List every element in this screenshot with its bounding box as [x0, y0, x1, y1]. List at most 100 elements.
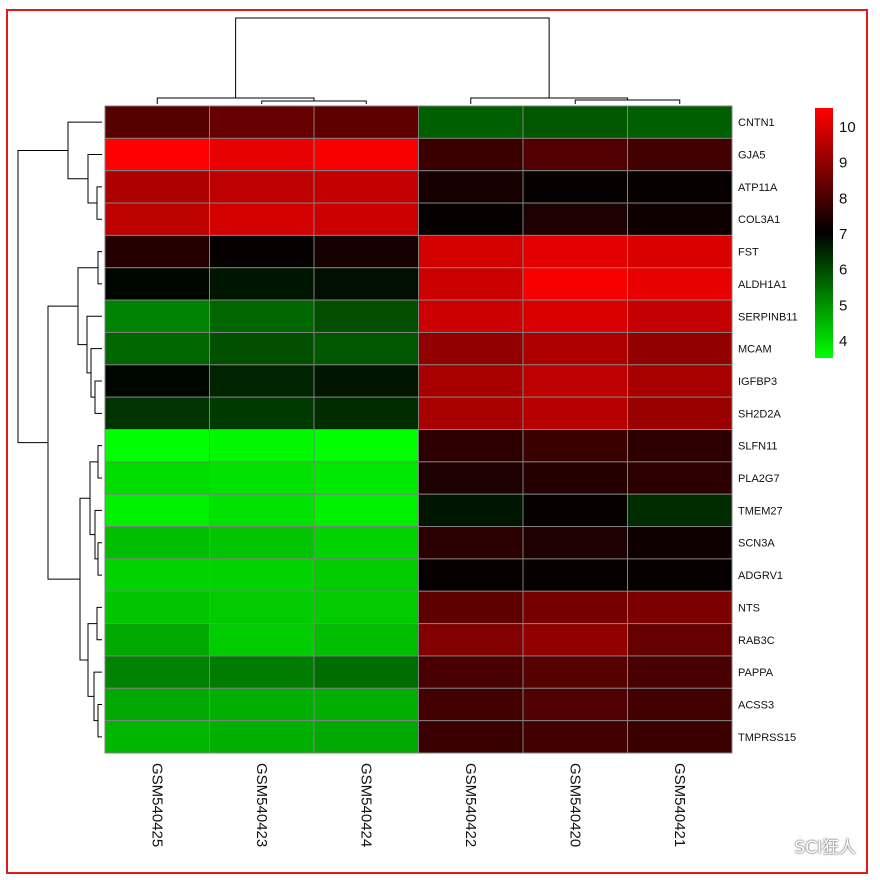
- heatmap-cell: [313, 105, 419, 139]
- heatmap-cell: [522, 720, 628, 754]
- legend-tick-label: 7: [839, 226, 847, 243]
- heatmap-cell: [313, 461, 419, 495]
- heatmap-cell: [418, 655, 524, 689]
- heatmap-cell: [627, 105, 733, 139]
- heatmap-cell: [627, 526, 733, 560]
- row-label: ATP11A: [738, 182, 778, 194]
- dendrogram-branch: [77, 267, 98, 346]
- heatmap-cell: [313, 623, 419, 657]
- column-label: GSM540422: [462, 763, 479, 847]
- dendrogram-branch: [47, 305, 80, 580]
- heatmap-cell: [522, 234, 628, 269]
- heatmap-cell: [627, 687, 733, 722]
- column-label: GSM540425: [148, 763, 165, 847]
- heatmap-cell: [627, 267, 733, 301]
- heatmap-cell: [418, 137, 524, 172]
- heatmap-cell: [522, 364, 628, 398]
- heatmap-cell: [418, 364, 524, 398]
- column-dendrogram: [156, 17, 681, 104]
- column-label: GSM540420: [566, 763, 583, 847]
- heatmap-cells: [104, 105, 733, 754]
- dendrogram-branch: [90, 348, 102, 398]
- dendrogram-branch: [97, 703, 102, 738]
- heatmap-cell: [313, 687, 419, 722]
- heatmap-cell: [209, 234, 315, 269]
- heatmap-cell: [313, 493, 419, 528]
- heatmap-cell: [104, 170, 210, 204]
- heatmap-cell: [104, 202, 210, 236]
- row-label: PLA2G7: [738, 473, 780, 485]
- heatmap-cell: [418, 687, 524, 722]
- heatmap-cell: [209, 331, 315, 366]
- heatmap-cell: [104, 299, 210, 333]
- row-label: TMPRSS15: [738, 732, 796, 744]
- heatmap-cell: [627, 364, 733, 398]
- heatmap-cell: [313, 137, 419, 172]
- legend-tick-label: 9: [839, 155, 847, 172]
- dendrogram-branch: [470, 97, 628, 104]
- heatmap-cell: [209, 461, 315, 495]
- heatmap-cell: [522, 396, 628, 430]
- legend-tick-label: 6: [839, 262, 847, 279]
- heatmap-cell: [104, 493, 210, 528]
- row-label: GJA5: [738, 150, 766, 162]
- column-labels: GSM540425 GSM540423 GSM540424 GSM540422 GSM5…: [148, 763, 688, 847]
- row-label: FST: [738, 247, 759, 259]
- heatmap-cell: [104, 364, 210, 398]
- heatmap-cell: [104, 234, 210, 269]
- heatmap-cell: [627, 137, 733, 172]
- heatmap-cell: [209, 590, 315, 625]
- heatmap-cell: [313, 299, 419, 333]
- row-label: ALDH1A1: [738, 279, 787, 291]
- heatmap-cell: [104, 558, 210, 592]
- heatmap-cell: [418, 558, 524, 592]
- heatmap-cell: [418, 331, 524, 366]
- watermark-text: SCI狂人: [794, 838, 856, 858]
- dendrogram-branch: [89, 461, 98, 536]
- heatmap-cell: [209, 267, 315, 301]
- heatmap-cell: [522, 202, 628, 236]
- heatmap-cell: [313, 655, 419, 689]
- row-label: SH2D2A: [738, 408, 781, 420]
- heatmap-cell: [627, 396, 733, 430]
- heatmap-cell: [627, 170, 733, 204]
- heatmap-cell: [627, 234, 733, 269]
- heatmap-cell: [313, 170, 419, 204]
- heatmap-cell: [104, 687, 210, 722]
- heatmap-cell: [522, 105, 628, 139]
- legend-color-bar: [815, 108, 833, 358]
- heatmap-cell: [522, 331, 628, 366]
- row-label: SERPINB11: [738, 311, 798, 323]
- heatmap-cell: [209, 493, 315, 528]
- heatmap-cell: [522, 429, 628, 463]
- row-label: NTS: [738, 602, 760, 614]
- heatmap-cell: [104, 623, 210, 657]
- heatmap-cell: [627, 202, 733, 236]
- legend-tick-label: 8: [839, 190, 847, 207]
- heatmap-cell: [104, 461, 210, 495]
- legend-tick-label: 10: [839, 119, 856, 136]
- heatmap-cell: [104, 396, 210, 430]
- heatmap-cell: [104, 526, 210, 560]
- dendrogram-branch: [97, 445, 102, 479]
- heatmap-cell: [418, 170, 524, 204]
- heatmap-cell: [209, 137, 315, 172]
- heatmap-cell: [522, 267, 628, 301]
- dendrogram-branch: [235, 17, 550, 98]
- heatmap-cell: [522, 461, 628, 495]
- heatmap-cell: [209, 655, 315, 689]
- heatmap-cell: [209, 526, 315, 560]
- heatmap-cell: [418, 590, 524, 625]
- heatmap-cell: [418, 105, 524, 139]
- color-legend: 10 9 8 7 6 5 4: [815, 108, 856, 358]
- heatmap-cell: [104, 720, 210, 754]
- heatmap-cell: [522, 655, 628, 689]
- heatmap-cell: [209, 364, 315, 398]
- heatmap-cell: [313, 234, 419, 269]
- dendrogram-branch: [574, 99, 681, 104]
- heatmap-cell: [627, 720, 733, 754]
- heatmap-cell: [522, 687, 628, 722]
- heatmap-cell: [209, 558, 315, 592]
- heatmap-cell: [104, 331, 210, 366]
- dendrogram-branch: [67, 121, 102, 180]
